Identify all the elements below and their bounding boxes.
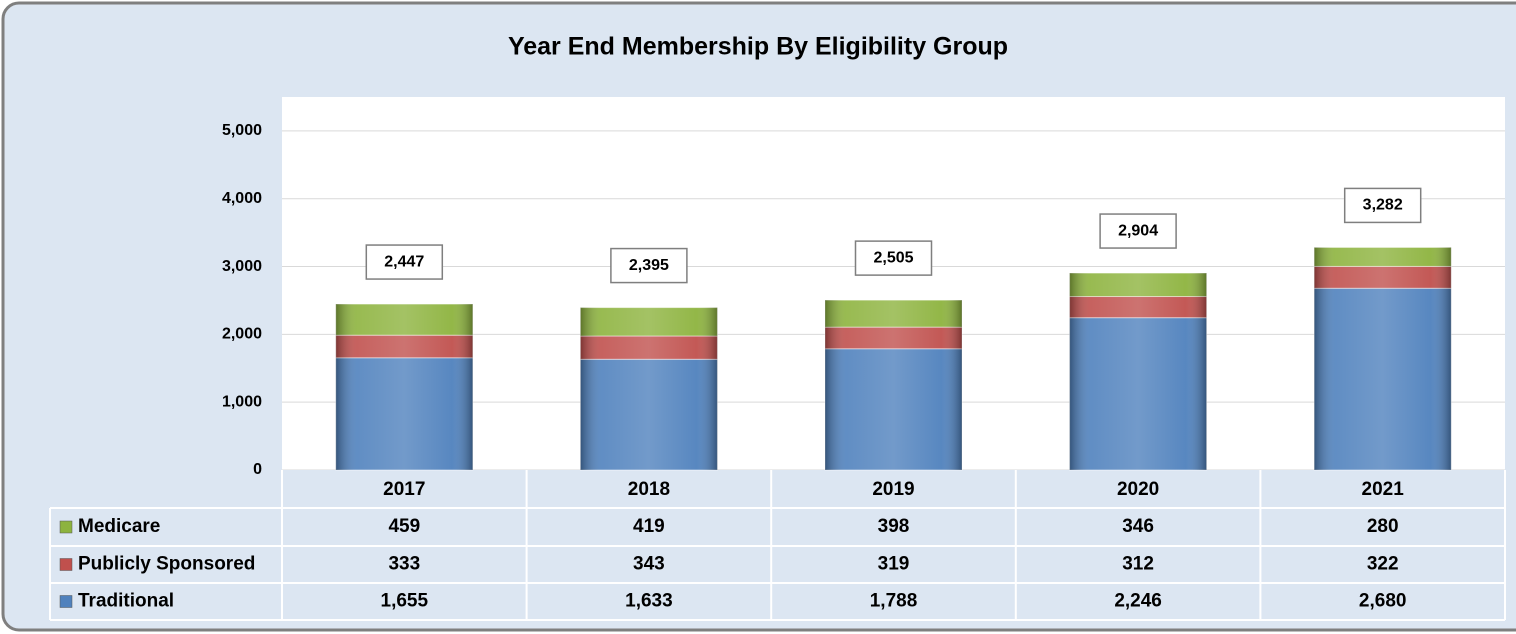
bar-shade: [1069, 273, 1207, 297]
bar-shade: [1069, 317, 1207, 470]
x-tick-label: 2018: [628, 479, 670, 500]
chart-title: Year End Membership By Eligibility Group: [508, 33, 1008, 61]
bar-shade: [825, 300, 962, 328]
bar-shade: [580, 335, 718, 360]
table-cell: 343: [633, 554, 665, 575]
total-label: 2,447: [384, 253, 424, 270]
table-cell: 1,655: [381, 591, 429, 612]
table-cell: 1,633: [625, 591, 673, 612]
x-tick-label: 2021: [1362, 479, 1405, 500]
total-label: 2,505: [873, 249, 913, 266]
legend-swatch: [59, 558, 73, 571]
total-label: 2,395: [629, 257, 669, 274]
table-cell: 2,680: [1359, 591, 1407, 612]
legend-label: Medicare: [78, 516, 160, 537]
bar-shade: [335, 304, 473, 336]
y-tick-label: 3,000: [222, 258, 262, 275]
bar-shade: [825, 327, 962, 349]
y-tick-label: 0: [253, 461, 262, 478]
legend-label: Traditional: [78, 591, 174, 612]
table-cell: 346: [1122, 516, 1154, 537]
total-box: [854, 240, 933, 276]
total-box: [1343, 187, 1422, 224]
table-cell: 280: [1367, 516, 1399, 537]
x-tick-label: 2020: [1117, 479, 1159, 500]
table-cell: 333: [388, 554, 420, 575]
bar-shade: [335, 357, 473, 470]
table-cell: 322: [1367, 554, 1399, 575]
total-label: 3,282: [1363, 197, 1403, 214]
total-box: [1099, 213, 1177, 249]
bar-shade: [1314, 247, 1452, 267]
legend-label: Publicly Sponsored: [78, 554, 255, 575]
bar-shade: [580, 359, 718, 470]
table-cell: 1,788: [870, 591, 918, 612]
total-box: [610, 247, 688, 284]
bar-shade: [1314, 288, 1452, 470]
table-cell: 459: [388, 516, 420, 537]
x-tick-label: 2019: [872, 479, 914, 500]
table-cell: 398: [878, 516, 910, 537]
table-cell: 2,246: [1114, 591, 1162, 612]
bar-shade: [335, 335, 473, 358]
legend-swatch: [59, 595, 73, 608]
bar-shade: [1314, 266, 1452, 289]
y-tick-label: 1,000: [222, 393, 262, 410]
y-tick-label: 5,000: [222, 122, 262, 139]
legend-swatch: [59, 520, 73, 534]
bar-shade: [1069, 296, 1207, 318]
table-cell: 319: [878, 554, 910, 575]
table-cell: 419: [633, 516, 665, 537]
table-bg: [282, 470, 1505, 508]
table-cell: 312: [1122, 554, 1154, 575]
total-box: [365, 244, 444, 280]
total-label: 2,904: [1118, 222, 1158, 239]
bar-shade: [580, 307, 718, 336]
y-tick-label: 2,000: [222, 326, 262, 343]
y-tick-label: 4,000: [222, 190, 262, 207]
x-tick-label: 2017: [383, 479, 425, 500]
bar-shade: [825, 348, 962, 470]
